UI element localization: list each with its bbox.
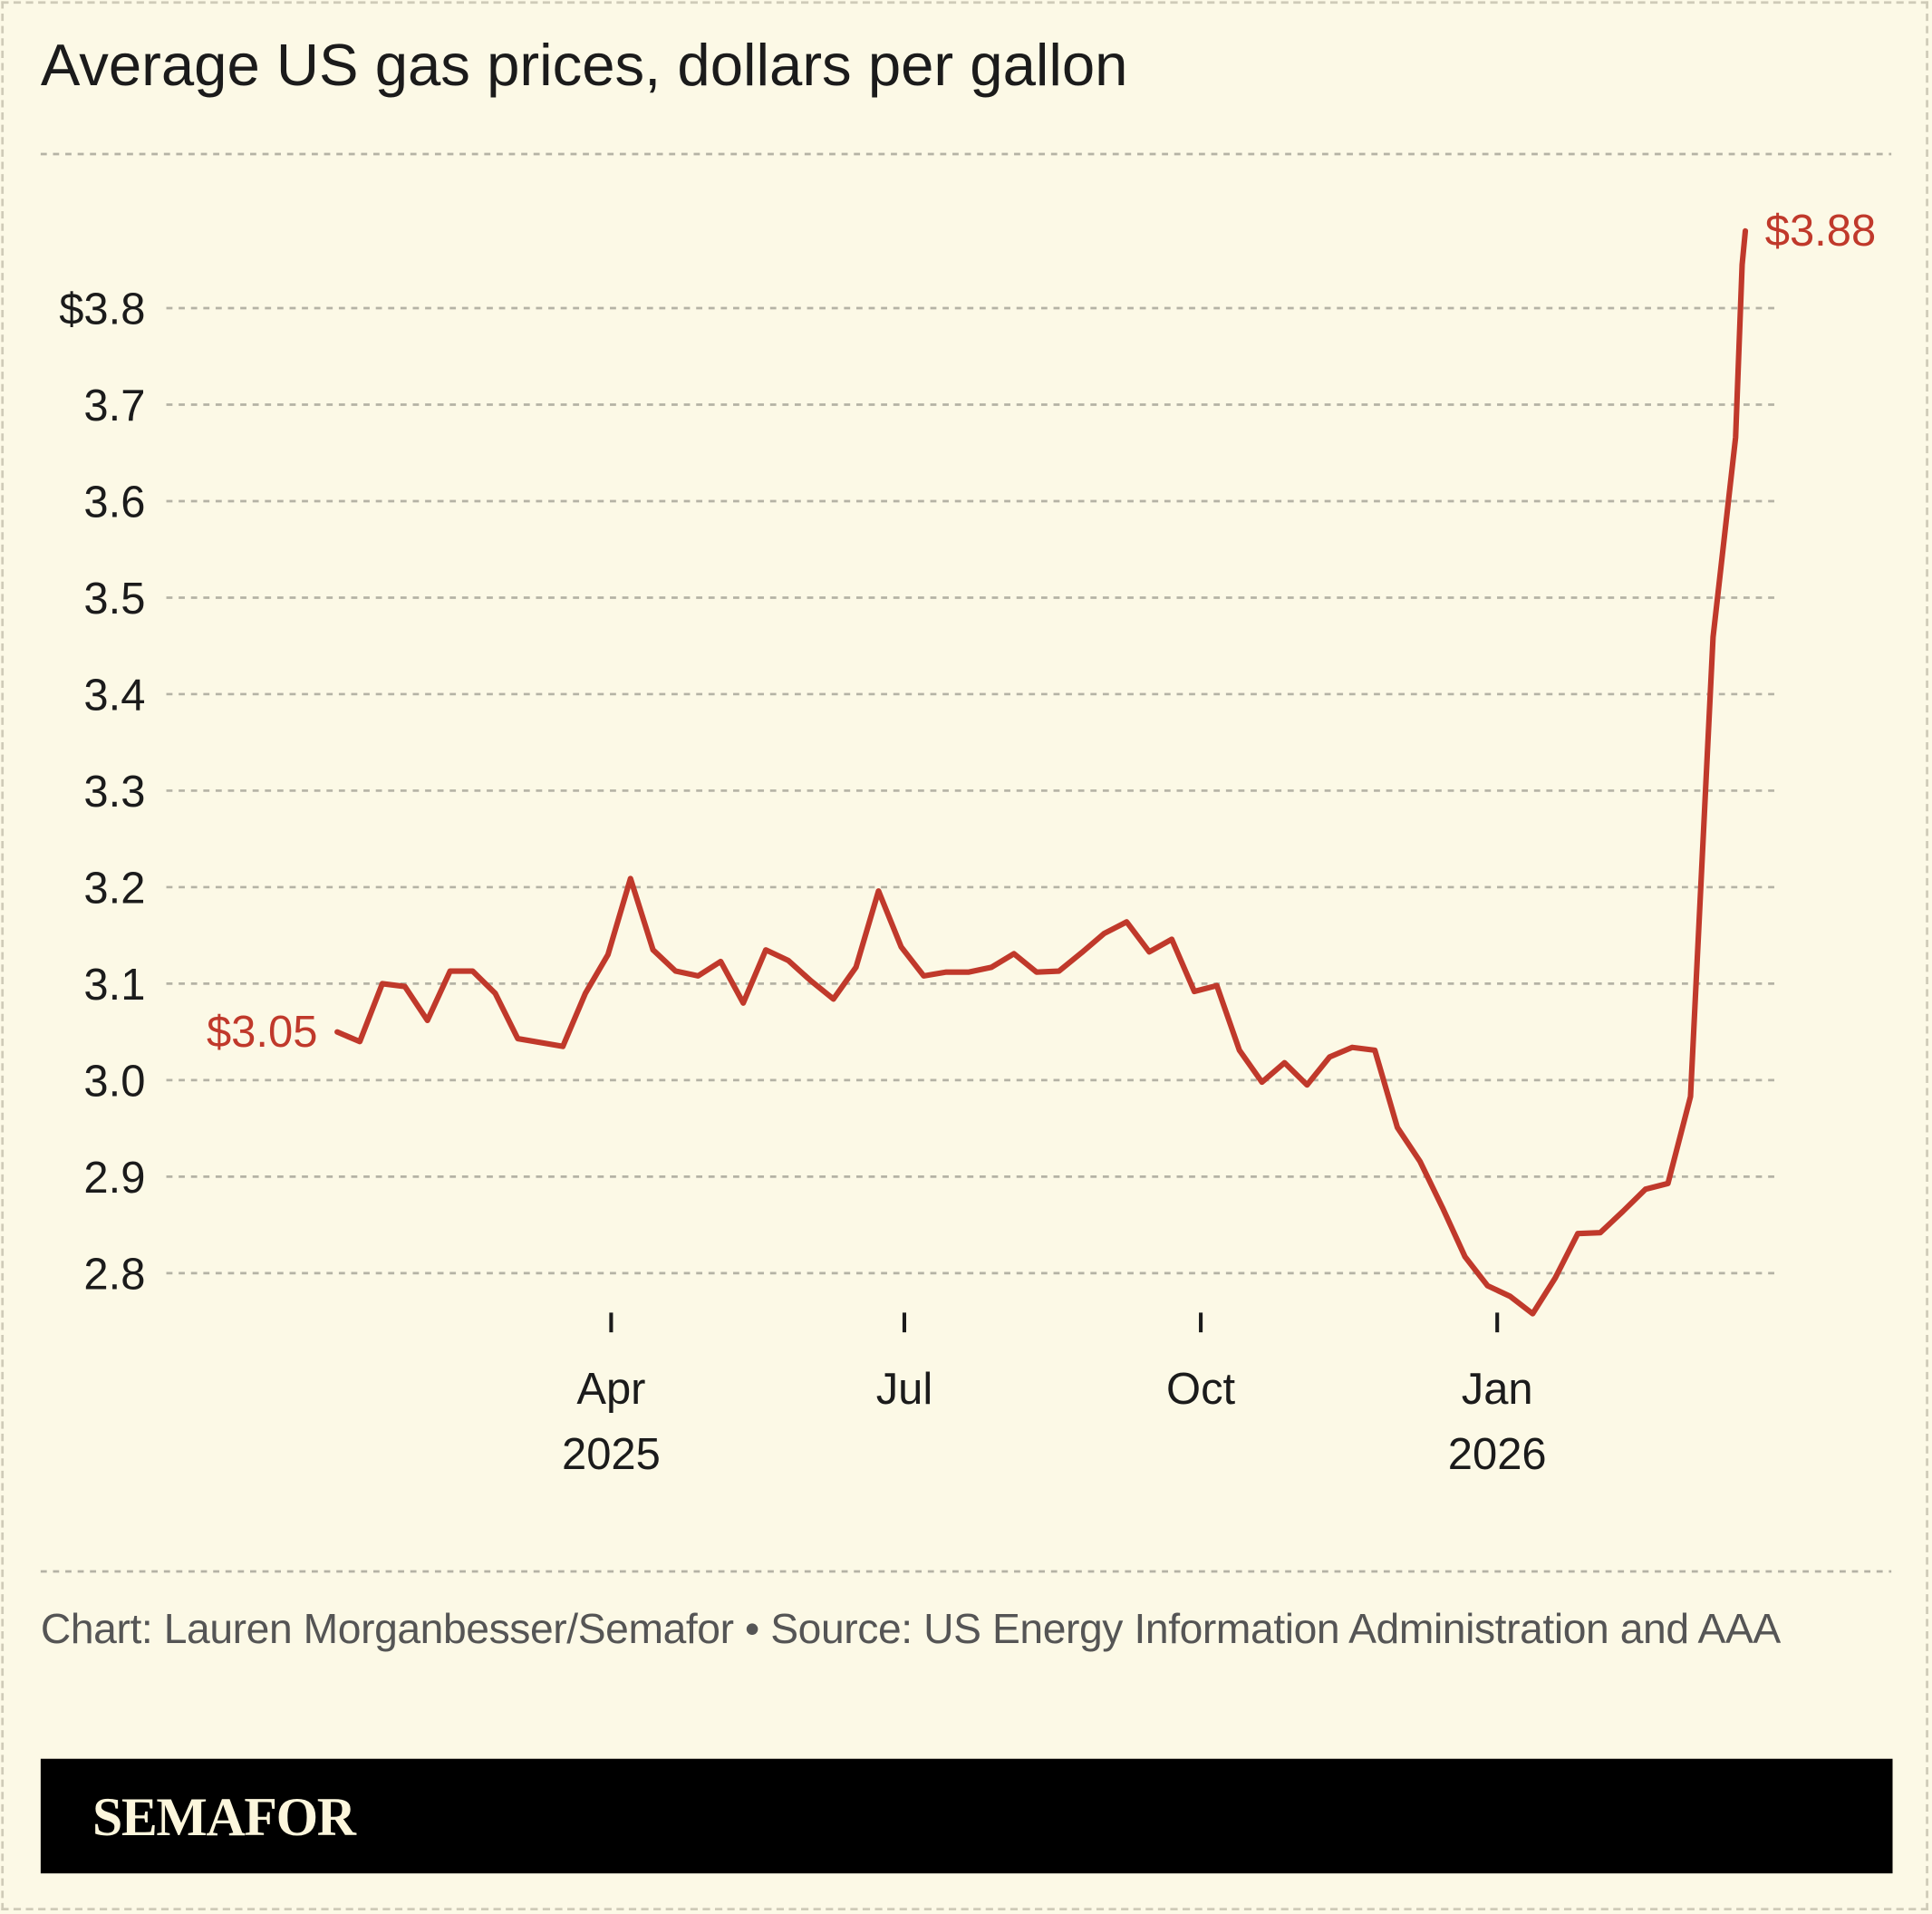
x-tick-label: Jul bbox=[876, 1365, 933, 1414]
x-tick-label: Oct bbox=[1166, 1365, 1236, 1414]
y-tick-label: 3.0 bbox=[83, 1058, 145, 1107]
y-tick-label: 3.6 bbox=[83, 478, 145, 527]
line-chart: $3.8 3.7 3.6 3.5 3.4 3.3 3.2 3.1 3.0 2.9 2.8 Apr 20… bbox=[40, 152, 1892, 1573]
y-tick-label: 2.9 bbox=[83, 1154, 145, 1203]
y-tick-label: 3.7 bbox=[83, 382, 145, 430]
end-value-label: $3.88 bbox=[1765, 207, 1876, 256]
x-tick-label: Apr bbox=[576, 1365, 645, 1414]
source-note: Chart: Lauren Morganbesser/Semafor • Sou… bbox=[40, 1606, 1781, 1653]
x-tick-year-label: 2025 bbox=[562, 1430, 661, 1479]
y-tick-label: 3.2 bbox=[83, 865, 145, 914]
start-value-label: $3.05 bbox=[207, 1008, 317, 1057]
y-tick-label: 3.3 bbox=[83, 768, 145, 817]
x-tick-year-label: 2026 bbox=[1448, 1430, 1547, 1479]
x-tick-label: Jan bbox=[1462, 1365, 1533, 1414]
brand-bar: SEMAFOR bbox=[40, 1758, 1893, 1874]
y-tick-label: 2.8 bbox=[83, 1251, 145, 1300]
price-line bbox=[334, 227, 1749, 1317]
y-tick-label: 3.4 bbox=[83, 672, 145, 720]
semafor-logo: SEMAFOR bbox=[92, 1787, 356, 1848]
chart-title: Average US gas prices, dollars per gallo… bbox=[40, 33, 1128, 99]
y-tick-label: 3.1 bbox=[83, 961, 145, 1010]
y-tick-label: $3.8 bbox=[59, 285, 145, 334]
y-tick-label: 3.5 bbox=[83, 575, 145, 624]
